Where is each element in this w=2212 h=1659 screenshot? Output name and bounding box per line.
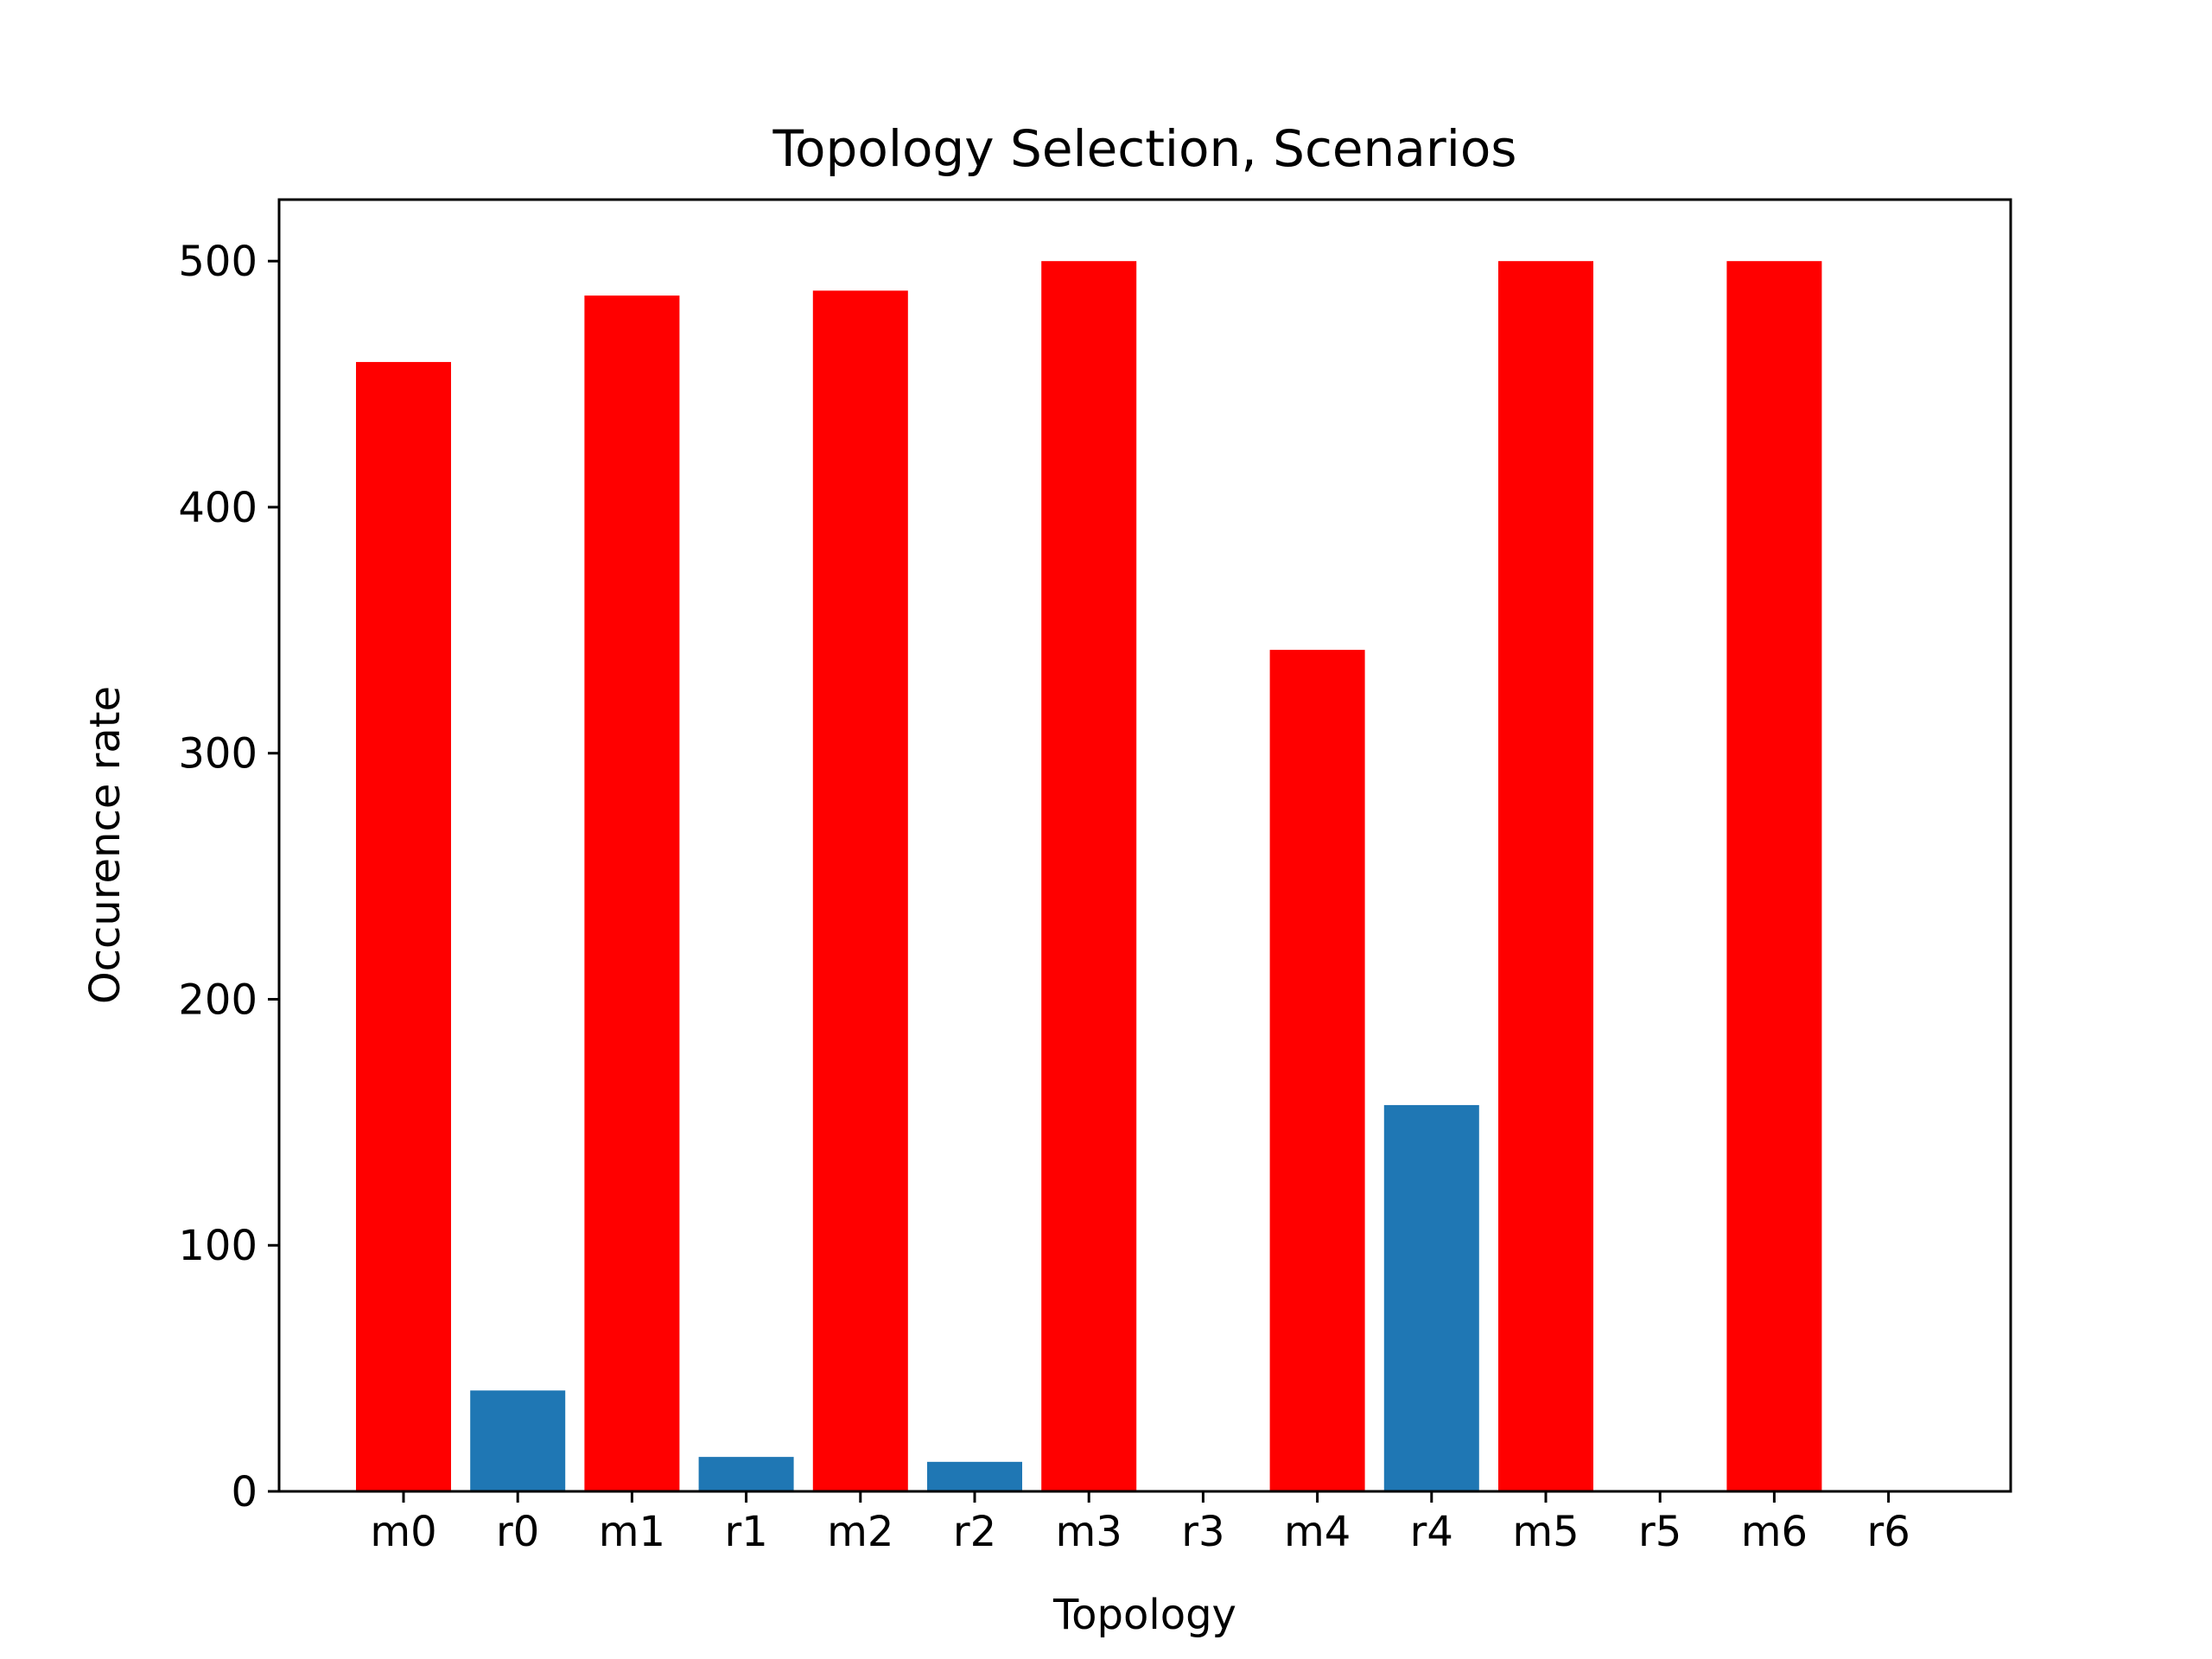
- bar-r2: [927, 1461, 1022, 1491]
- x-tick-label: m0: [370, 1508, 436, 1556]
- y-tick-label: 400: [178, 484, 257, 532]
- x-tick-label: r6: [1866, 1508, 1910, 1556]
- bars-group: [356, 261, 1822, 1492]
- x-tick-label: m2: [827, 1508, 893, 1556]
- x-tick-label: m1: [599, 1508, 665, 1556]
- y-tick-label: 300: [178, 730, 257, 779]
- chart-title: Topology Selection, Scenarios: [772, 119, 1516, 178]
- x-tick-label: r1: [724, 1508, 767, 1556]
- bar-r0: [470, 1390, 566, 1491]
- bar-m3: [1041, 261, 1137, 1492]
- x-tick-label: m4: [1284, 1508, 1351, 1556]
- bar-r4: [1383, 1104, 1479, 1491]
- bar-m2: [812, 290, 908, 1491]
- x-tick-label: r0: [496, 1508, 539, 1556]
- plot-frame: [277, 198, 2012, 1493]
- y-tick-label: 500: [178, 238, 257, 286]
- x-tick-label: r4: [1410, 1508, 1453, 1556]
- x-tick-label: m5: [1512, 1508, 1579, 1556]
- x-axis-label: Topology: [1052, 1591, 1236, 1639]
- bar-m4: [1269, 650, 1365, 1491]
- y-tick-label: 100: [178, 1222, 257, 1270]
- bar-m6: [1726, 261, 1822, 1492]
- y-tick-label: 0: [231, 1468, 257, 1516]
- bar-r1: [698, 1457, 794, 1491]
- x-axis-ticks: m0 r0 m1 r1 m2 r2 m3 r3 m4 r4 m5 r5 m6 r6: [370, 1491, 1910, 1556]
- x-tick-label: r3: [1181, 1508, 1224, 1556]
- y-axis-ticks: 0 100 200 300 400 500: [178, 238, 279, 1516]
- bar-m5: [1498, 261, 1593, 1492]
- x-tick-label: m6: [1741, 1508, 1808, 1556]
- x-tick-label: r2: [953, 1508, 996, 1556]
- y-tick-label: 200: [178, 976, 257, 1024]
- bar-m0: [356, 361, 451, 1491]
- x-tick-label: m3: [1056, 1508, 1122, 1556]
- bar-m1: [584, 296, 680, 1491]
- y-axis-label: Occurence rate: [81, 686, 130, 1004]
- x-tick-label: r5: [1638, 1508, 1681, 1556]
